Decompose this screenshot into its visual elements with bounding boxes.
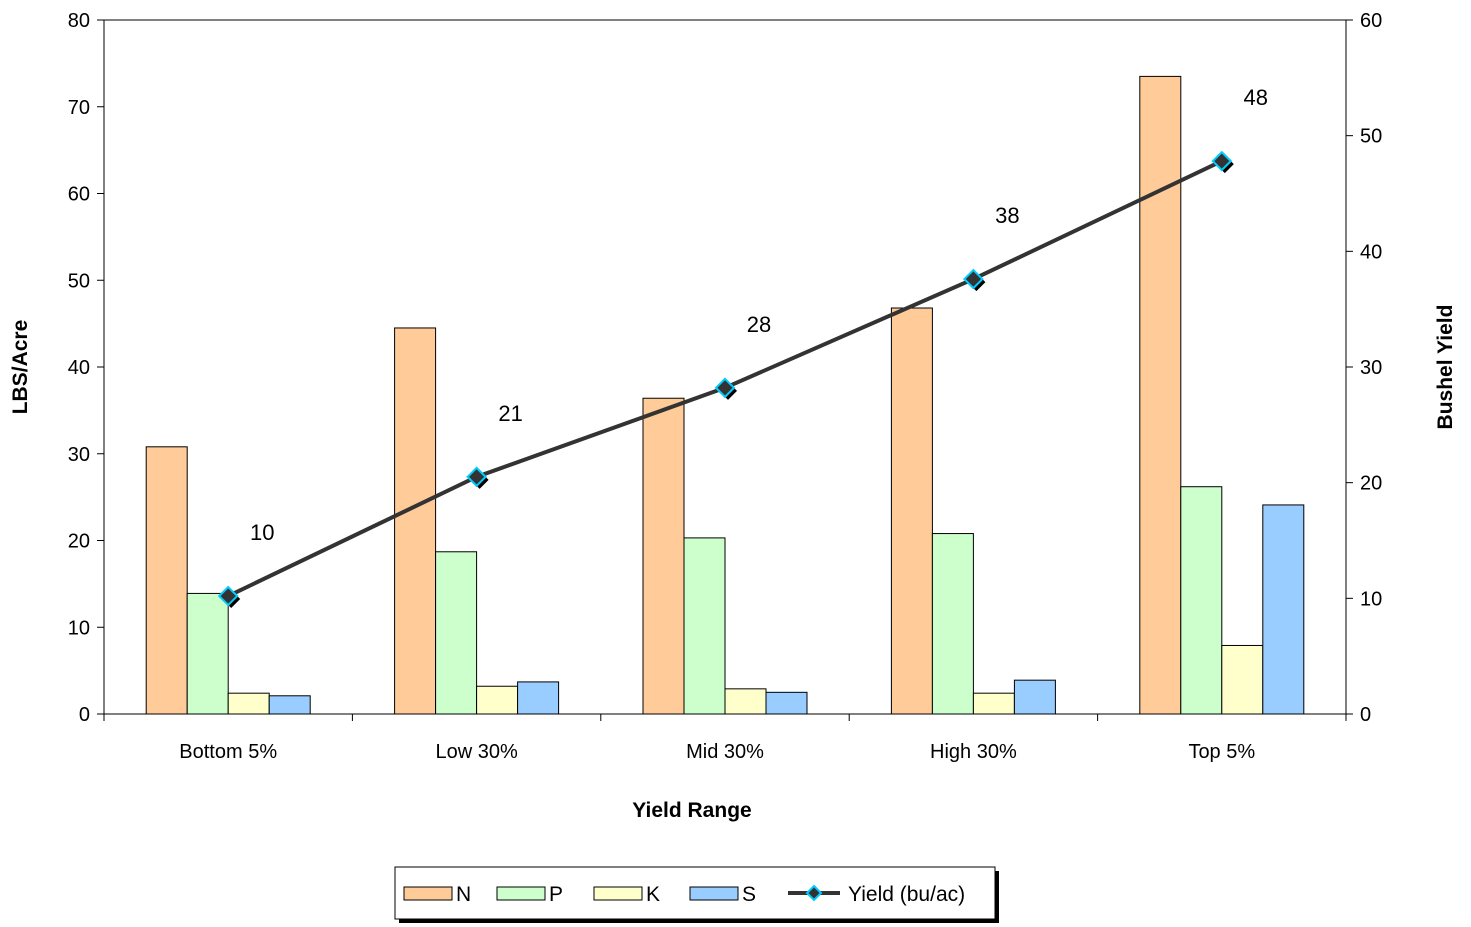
bar-s-3	[765, 691, 808, 715]
y2-tick-label: 40	[1360, 241, 1382, 263]
bar-n-1	[145, 446, 188, 715]
yield-marker-4	[962, 268, 984, 290]
bar-k-1	[227, 692, 270, 715]
legend-label: K	[646, 883, 660, 906]
y2-tick-label: 30	[1360, 357, 1382, 379]
y-tick-label: 70	[68, 97, 90, 119]
legend-swatch-s	[689, 886, 739, 901]
x-tick-label: Mid 30%	[686, 741, 764, 763]
bar-p-4	[931, 533, 974, 715]
bar-p-1	[186, 592, 229, 715]
legend-swatch-n	[403, 886, 453, 901]
yield-marker-1	[217, 585, 239, 607]
yield-data-label: 21	[498, 401, 522, 426]
x-axis-title: Yield Range	[632, 799, 751, 822]
y-tick-label: 0	[79, 704, 90, 726]
yield-marker-2	[466, 466, 488, 488]
plot-area: 10 21 28 38 48	[103, 19, 1347, 715]
bar-p-2	[435, 551, 478, 715]
y2-tick-label: 60	[1360, 10, 1382, 32]
yield-marker-5	[1211, 150, 1233, 172]
yield-data-label: 10	[250, 520, 274, 545]
x-tick-label: Top 5%	[1188, 741, 1255, 763]
legend-label: N	[456, 883, 471, 906]
bar-s-5	[1262, 504, 1305, 715]
x-tick-label: High 30%	[930, 741, 1017, 763]
bar-n-5	[1139, 75, 1182, 715]
bar-n-2	[394, 327, 437, 715]
bar-p-5	[1180, 486, 1223, 715]
legend: N P K S Yield (bu/ac)	[394, 866, 999, 923]
legend-swatch-p	[496, 886, 546, 901]
y2-tick-label: 10	[1360, 588, 1382, 610]
bar-s-1	[268, 695, 311, 715]
bar-p-3	[683, 537, 726, 715]
y2-axis-title: Bushel Yield	[1434, 305, 1457, 430]
y2-tick-label: 20	[1360, 473, 1382, 495]
bar-k-3	[724, 688, 767, 715]
yield-marker-3	[714, 377, 736, 399]
x-tick-label: Low 30%	[435, 741, 517, 763]
y-tick-label: 30	[68, 444, 90, 466]
yield-data-label: 28	[747, 312, 771, 337]
legend-swatch-k	[593, 886, 643, 901]
axes: 0 10 20 30 40 50 60 70 80 0 10 20 30 40 50 60 Bottom 5% L…	[68, 10, 1383, 763]
legend-label: P	[549, 883, 563, 906]
bar-k-5	[1221, 644, 1264, 715]
y-tick-label: 60	[68, 184, 90, 206]
legend-label: Yield (bu/ac)	[848, 883, 965, 906]
y-tick-label: 10	[68, 617, 90, 639]
y-axis-title: LBS/Acre	[9, 320, 32, 415]
bar-s-4	[1013, 679, 1056, 715]
yield-data-label: 38	[995, 203, 1019, 228]
bar-k-2	[476, 685, 519, 715]
y2-tick-label: 50	[1360, 126, 1382, 148]
y-tick-label: 80	[68, 10, 90, 32]
y-tick-label: 50	[68, 270, 90, 292]
bar-s-2	[517, 681, 560, 715]
legend-swatch-yield-marker	[805, 884, 823, 902]
bar-n-4	[890, 307, 933, 715]
x-tick-label: Bottom 5%	[179, 741, 277, 763]
legend-label: S	[742, 883, 756, 906]
y-tick-label: 20	[68, 531, 90, 553]
bar-n-3	[642, 397, 685, 715]
y2-tick-label: 0	[1360, 704, 1371, 726]
yield-data-label: 48	[1244, 85, 1268, 110]
y-tick-label: 40	[68, 357, 90, 379]
bar-k-4	[972, 692, 1015, 715]
